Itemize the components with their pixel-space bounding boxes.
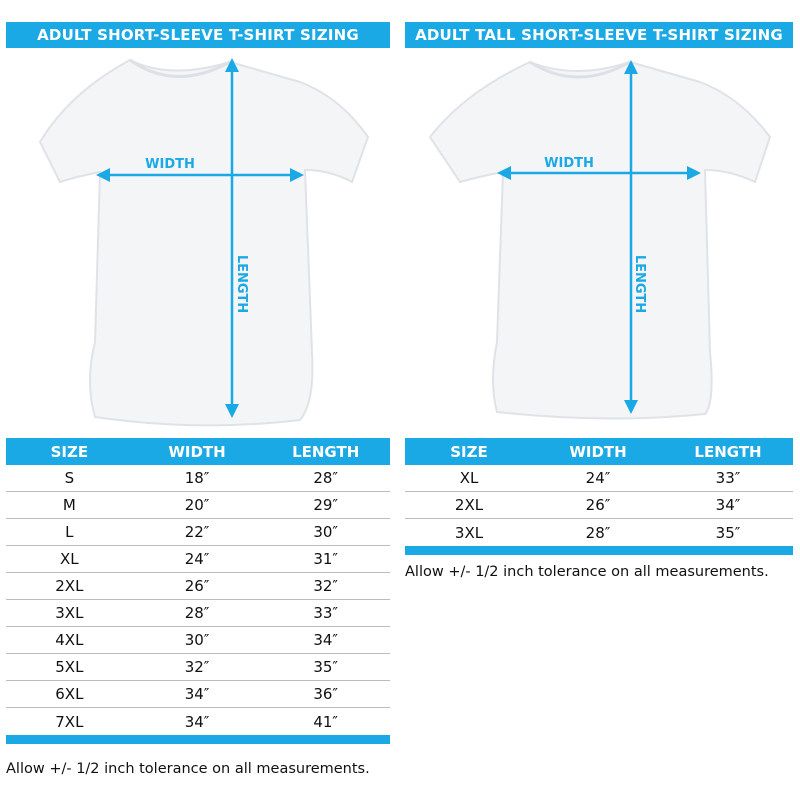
table-cell: 30″ xyxy=(313,523,339,541)
right-title: ADULT TALL SHORT-SLEEVE T-SHIRT SIZING xyxy=(405,22,793,48)
table-cell: M xyxy=(62,496,76,514)
table-cell: 7XL xyxy=(55,712,84,731)
table-cell: 35″ xyxy=(715,523,741,542)
left-size-table: SIZE WIDTH LENGTH S 18″ 28″ M 20″ 29″ L 22″ 30″ XL 24… xyxy=(6,438,390,744)
column-header: LENGTH xyxy=(694,442,762,461)
table-cell: 33″ xyxy=(715,469,741,487)
table-row: S 18″ 28″ xyxy=(6,465,390,492)
table-cell: 32″ xyxy=(184,658,210,676)
table-row: 5XL 32″ 35″ xyxy=(6,654,390,681)
table-row: 2XL 26″ 32″ xyxy=(6,573,390,600)
column-header: SIZE xyxy=(50,442,89,461)
table-footer-bar xyxy=(405,546,793,555)
table-row: 3XL 28″ 35″ xyxy=(405,519,793,546)
table-cell: 28″ xyxy=(585,523,611,542)
length-label: LENGTH xyxy=(234,255,249,313)
table-cell: 32″ xyxy=(313,577,339,595)
table-row: M 20″ 29″ xyxy=(6,492,390,519)
left-tolerance-note: Allow +/- 1/2 inch tolerance on all meas… xyxy=(6,761,370,777)
table-cell: 34″ xyxy=(313,631,339,649)
table-cell: 18″ xyxy=(184,469,210,487)
width-label: WIDTH xyxy=(544,156,594,171)
table-cell: 29″ xyxy=(313,496,339,514)
table-cell: 41″ xyxy=(313,712,339,731)
table-cell: 35″ xyxy=(313,658,339,676)
table-cell: 2XL xyxy=(55,577,84,595)
table-row: 2XL 26″ 34″ xyxy=(405,492,793,519)
table-cell: 20″ xyxy=(184,496,210,514)
column-header: WIDTH xyxy=(168,442,226,461)
table-cell: XL xyxy=(60,550,79,568)
length-label: LENGTH xyxy=(632,255,647,313)
table-row: XL 24″ 33″ xyxy=(405,465,793,492)
table-footer-bar xyxy=(6,735,390,744)
right-size-table: SIZE WIDTH LENGTH XL 24″ 33″ 2XL 26″ 34″ 3XL 28″ 35… xyxy=(405,438,793,555)
table-cell: 2XL xyxy=(454,496,484,514)
table-header: SIZE WIDTH LENGTH xyxy=(6,438,390,465)
tshirt-diagram-right: WIDTH LENGTH xyxy=(428,60,772,420)
table-row: 7XL 34″ 41″ xyxy=(6,708,390,735)
table-cell: 4XL xyxy=(55,631,84,649)
table-cell: 33″ xyxy=(313,604,339,622)
tshirt-image xyxy=(38,58,370,427)
table-cell: 30″ xyxy=(184,631,210,649)
table-header: SIZE WIDTH LENGTH xyxy=(405,438,793,465)
table-cell: 26″ xyxy=(585,496,611,514)
table-row: 3XL 28″ 33″ xyxy=(6,600,390,627)
table-cell: 28″ xyxy=(313,469,339,487)
left-title: ADULT SHORT-SLEEVE T-SHIRT SIZING xyxy=(6,22,390,48)
table-cell: 28″ xyxy=(184,604,210,622)
table-cell: 5XL xyxy=(55,658,84,676)
table-cell: 34″ xyxy=(184,712,210,731)
table-cell: 6XL xyxy=(55,685,84,703)
tshirt-image xyxy=(428,60,772,420)
table-row: L 22″ 30″ xyxy=(6,519,390,546)
table-cell: 24″ xyxy=(184,550,210,568)
table-cell: 26″ xyxy=(184,577,210,595)
width-label: WIDTH xyxy=(145,157,195,172)
table-cell: 3XL xyxy=(55,604,84,622)
table-cell: 3XL xyxy=(454,523,484,542)
table-row: 4XL 30″ 34″ xyxy=(6,627,390,654)
table-cell: S xyxy=(64,469,75,487)
column-header: LENGTH xyxy=(292,442,360,461)
table-cell: 31″ xyxy=(313,550,339,568)
column-header: WIDTH xyxy=(569,442,627,461)
table-row: 6XL 34″ 36″ xyxy=(6,681,390,708)
table-cell: 24″ xyxy=(585,469,611,487)
table-cell: L xyxy=(65,523,74,541)
table-cell: 34″ xyxy=(184,685,210,703)
table-row: XL 24″ 31″ xyxy=(6,546,390,573)
right-tolerance-note: Allow +/- 1/2 inch tolerance on all meas… xyxy=(405,564,769,580)
table-cell: 34″ xyxy=(715,496,741,514)
table-cell: 22″ xyxy=(184,523,210,541)
table-cell: XL xyxy=(459,469,479,487)
table-cell: 36″ xyxy=(313,685,339,703)
column-header: SIZE xyxy=(450,442,488,461)
tshirt-diagram-left: WIDTH LENGTH xyxy=(38,58,370,427)
